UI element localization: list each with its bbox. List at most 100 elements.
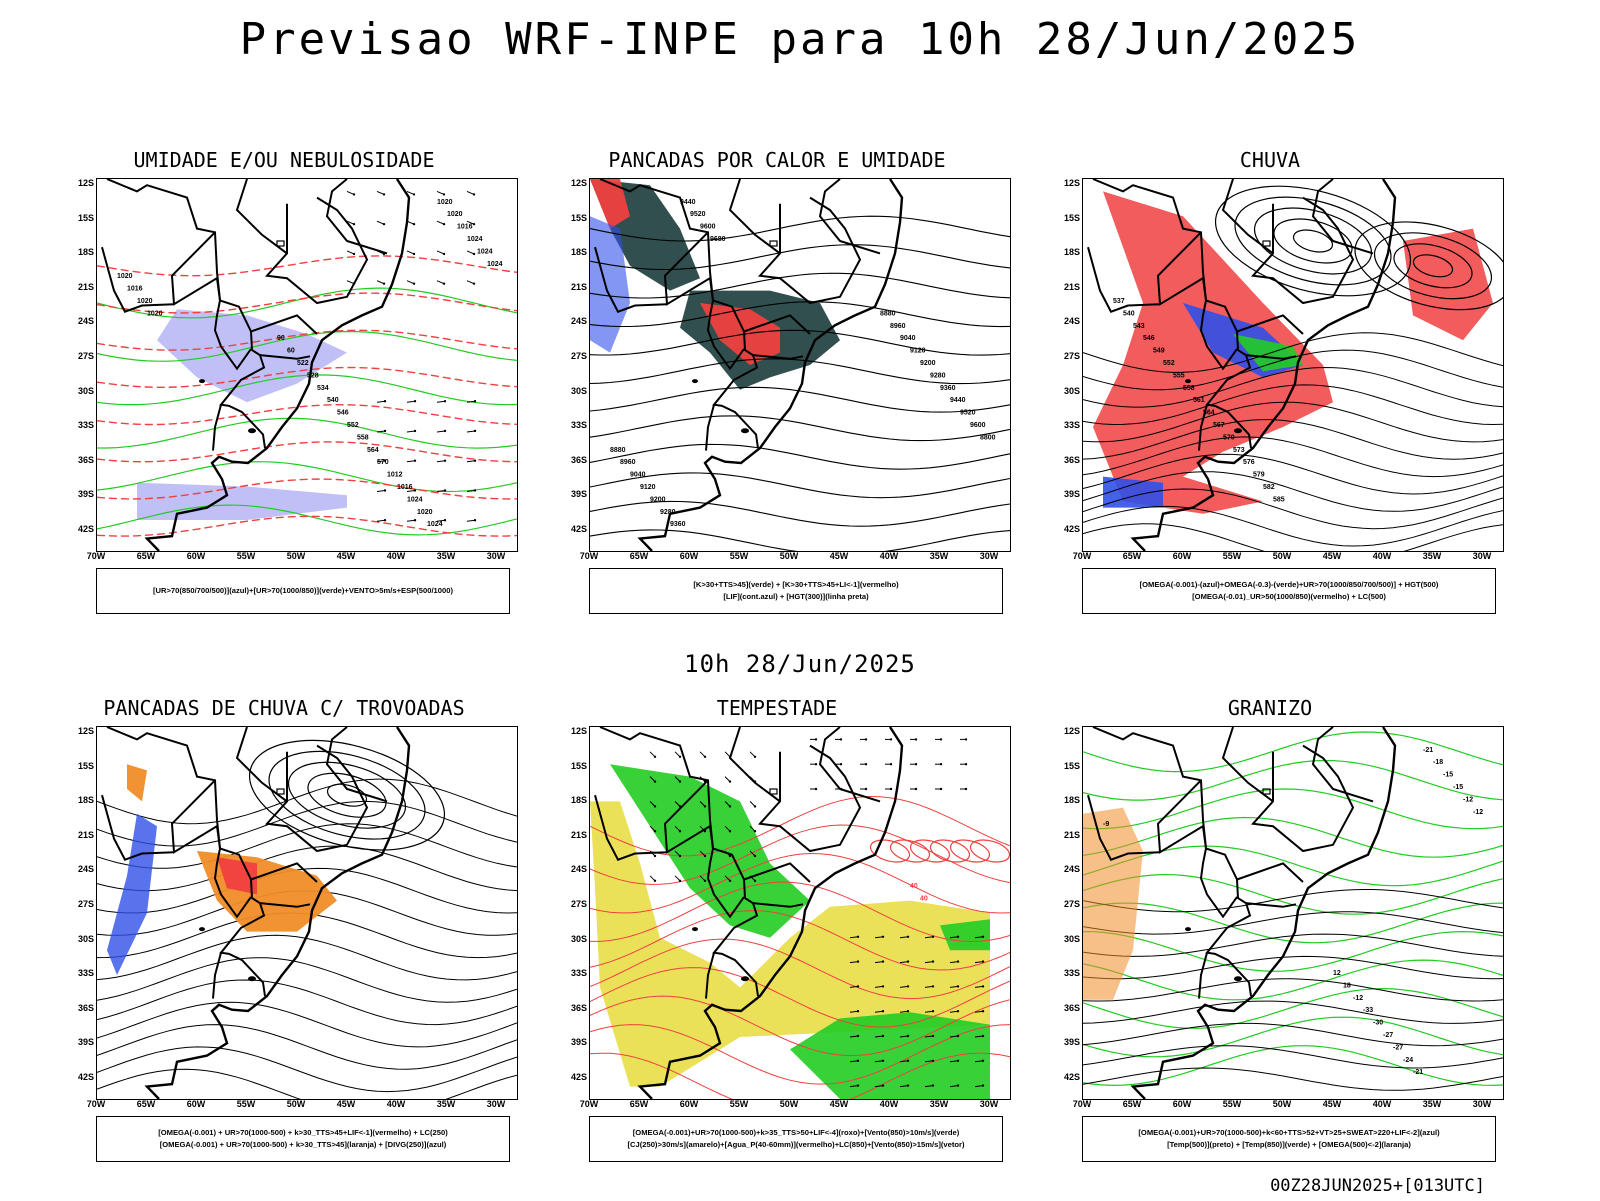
streamline [1083, 471, 1503, 512]
wind-vector [649, 776, 657, 783]
temp850-contour [1083, 759, 1503, 801]
streamline [97, 800, 517, 847]
contour-label: -21 [1423, 747, 1433, 754]
contour-label: 90 [277, 335, 285, 342]
wind-vector [649, 875, 657, 882]
panel-pancadas-calor: PANCADAS POR CALOR E UMIDADE 9680 9600 952… [537, 148, 1017, 653]
lon-tick-label: 65W [629, 551, 649, 561]
wind-arrow [466, 519, 477, 522]
temp500-contour [1083, 1000, 1503, 1024]
lat-tick-label: 39S [77, 1037, 94, 1048]
contour-label: 1020 [137, 298, 153, 305]
country-border [757, 196, 862, 305]
lon-tick-label: 60W [186, 551, 206, 561]
hgt300-contour [590, 443, 1010, 470]
country-border [728, 727, 781, 803]
country-border [235, 179, 288, 255]
streamline [97, 867, 517, 914]
lon-tick-label: 40W [386, 551, 406, 561]
wind-vector [860, 763, 868, 766]
temp850-contour [1083, 959, 1503, 1001]
streamline [1083, 419, 1503, 460]
panel-title: GRANIZO [1227, 696, 1313, 720]
country-border [1156, 231, 1238, 371]
hgt300-contour [590, 415, 1010, 442]
wind-vector [649, 825, 657, 833]
hgt500-contour [1393, 243, 1473, 289]
base-geography [594, 727, 904, 1099]
lat-tick-label: 21S [570, 281, 587, 292]
contour-label: -12 [1473, 809, 1483, 816]
map-svg: 9680 9600 9520 9440 9360 9280 9200 9120 9040 8960… [590, 179, 1010, 551]
wind-vector [885, 763, 893, 766]
caption-line: [UR>70(850/700/500)](azul)+[UR>70(1000/8… [153, 586, 453, 595]
wind850-area [610, 764, 810, 938]
contour-label: 534 [317, 385, 329, 392]
lon-tick-label: 65W [629, 1099, 649, 1109]
wind-vector [699, 850, 707, 858]
lon-tick-label: 45W [336, 1099, 356, 1109]
wind-arrow [376, 429, 387, 433]
country-border [743, 862, 811, 883]
thickness-contour [97, 329, 517, 351]
coastline [1130, 179, 1397, 551]
country-border [818, 727, 881, 803]
row-title: 10h 28/Jun/2025 [684, 650, 916, 678]
wind-vector [674, 875, 682, 882]
country-border [101, 246, 175, 313]
streamline-250 [326, 783, 368, 807]
hgt500-contour [1412, 254, 1454, 278]
lat-tick-label: 12S [570, 726, 587, 736]
hgt500-contour [1373, 232, 1493, 300]
caption-line: [OMEGA(-0.001)+UR>70(1000-500)+k>35_TTS>… [632, 1128, 960, 1137]
lat-tick-label: 42S [77, 524, 94, 534]
hgt500-contour [1214, 185, 1412, 297]
contour-label: 1016 [397, 484, 413, 491]
lon-tick-label: 60W [186, 1099, 206, 1109]
streamline [97, 1001, 517, 1048]
panel-tempestade: TEMPESTADE 40 40 12S 15S 18S 21S 24S 27S 30S 33S… [537, 696, 1017, 1201]
lake-furnas [276, 788, 285, 795]
lon-tick-label: 40W [879, 1099, 899, 1109]
lon-tick-label: 50W [1272, 1099, 1292, 1109]
run-timestamp: 00Z28JUN2025+[013UTC] [1270, 1176, 1485, 1196]
lat-tick-label: 24S [570, 316, 587, 327]
wind-vector [674, 850, 682, 858]
thickness-contour [97, 441, 517, 463]
wind-vector [924, 960, 935, 964]
lc850-streamline [590, 795, 1010, 857]
wind-arrow [466, 250, 476, 256]
lon-tick-label: 50W [779, 551, 799, 561]
coastline [637, 179, 904, 551]
wind-arrow [466, 280, 476, 285]
lon-tick-label: 35W [929, 1099, 949, 1109]
temp500-contour [1083, 978, 1503, 1002]
lon-tick-label: 30W [1472, 1099, 1492, 1109]
lat-tick-label: 42S [1063, 524, 1080, 534]
country-border [663, 231, 745, 371]
wind-vector [699, 801, 707, 808]
lat-tick-label: 36S [77, 454, 94, 465]
lat-tick-label: 27S [77, 351, 94, 361]
wind-vector [910, 787, 918, 791]
lon-tick-label: 45W [1322, 551, 1342, 561]
panel-caption: [OMEGA(-0.001)-(azul)+OMEGA(-0.3)-(verde… [1082, 568, 1496, 614]
temp850-contour [1083, 902, 1503, 944]
map-chuva: 585 582 579 576 573 570 567 564 561 558 555 552 549 5… [1082, 178, 1504, 552]
thickness-contour [97, 292, 517, 314]
lat-tick-label: 18S [77, 247, 94, 258]
lake-furnas [769, 788, 778, 795]
wind-vector [949, 1059, 960, 1063]
lon-tick-label: 40W [1372, 551, 1392, 561]
caption-line: [OMEGA(-0.001)-(azul)+OMEGA(-0.3)-(verde… [1139, 580, 1439, 589]
hgt500-contour [1234, 196, 1392, 286]
wind-arrow [466, 489, 477, 492]
lat-tick-label: 30S [1063, 385, 1080, 396]
wind-arrow [346, 220, 356, 226]
wind-vector [960, 787, 968, 791]
caption-line: [OMEGA(-0.001) + UR>70(1000-500) + k>30_… [159, 1140, 447, 1149]
country-border [594, 246, 668, 313]
panel-caption: [UR>70(850/700/500)](azul)+[UR>70(1000/8… [96, 568, 510, 614]
lon-tick-label: 40W [1372, 1099, 1392, 1109]
lat-tick-label: 12S [1063, 726, 1080, 736]
